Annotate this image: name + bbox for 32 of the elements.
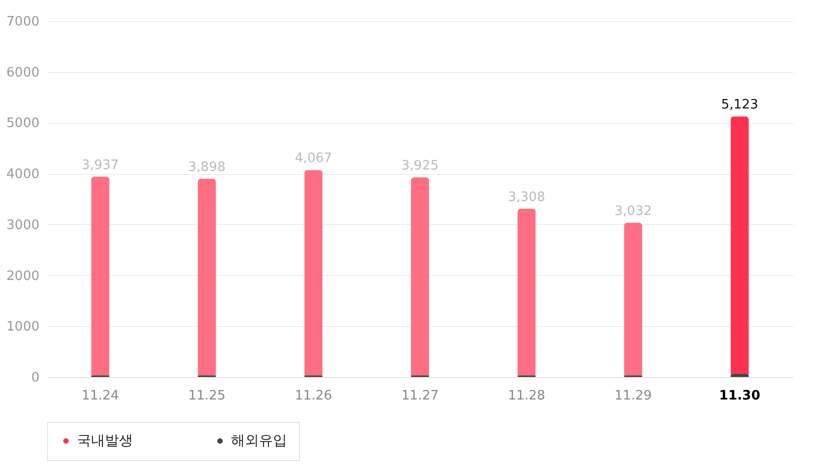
x-tick-label: 11.29 — [614, 388, 652, 404]
y-tick-label: 4000 — [6, 167, 40, 182]
y-tick-label: 7000 — [6, 14, 40, 30]
total-label: 3,308 — [508, 190, 546, 205]
bar — [624, 222, 642, 376]
x-tick-label: 11.26 — [294, 388, 332, 404]
total-label: 3,937 — [82, 158, 119, 173]
total-label: 3,032 — [614, 204, 652, 219]
legend-label: 해외유입 — [231, 433, 287, 449]
y-tick-label: 5000 — [6, 116, 40, 132]
bar — [304, 170, 322, 376]
x-tick-label: 11.28 — [508, 388, 546, 404]
bar — [730, 116, 749, 374]
y-tick-label: 1000 — [6, 320, 40, 335]
total-label: 5,123 — [721, 97, 758, 112]
legend-label: 국내발생 — [77, 433, 133, 449]
x-tick-label: 11.30 — [719, 388, 760, 404]
x-tick-label: 11.27 — [401, 388, 439, 404]
bar — [730, 374, 749, 377]
y-tick-label: 6000 — [6, 65, 40, 80]
bar — [91, 176, 110, 376]
x-tick-label: 11.24 — [82, 388, 119, 404]
total-label: 3,925 — [401, 158, 439, 174]
total-label: 4,067 — [294, 151, 332, 166]
x-tick-label: 11.25 — [188, 388, 226, 404]
bar — [198, 178, 216, 376]
y-tick-label: 2000 — [6, 268, 40, 284]
y-tick-label: 3000 — [6, 218, 40, 233]
bar — [411, 177, 429, 376]
total-label: 3,898 — [188, 160, 226, 175]
y-tick-label: 0 — [31, 370, 40, 386]
bar — [518, 208, 536, 376]
